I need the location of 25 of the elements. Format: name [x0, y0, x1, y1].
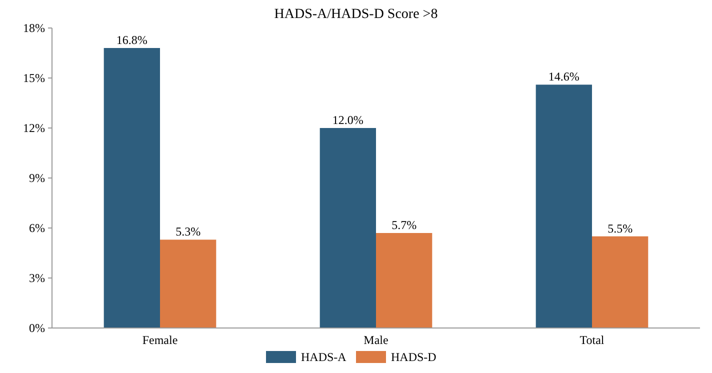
bar: [536, 84, 592, 328]
bar: [160, 240, 216, 328]
data-label: 5.3%: [176, 224, 201, 239]
y-tick-label: 12%: [23, 121, 45, 136]
bar: [592, 236, 648, 328]
y-tick-label: 3%: [29, 271, 45, 286]
data-label: 16.8%: [116, 33, 148, 47]
y-tick-label: 6%: [29, 221, 45, 236]
legend-label: HADS-D: [391, 350, 437, 364]
x-tick-label: Female: [142, 333, 178, 347]
y-tick-label: 15%: [23, 71, 45, 86]
bar: [104, 48, 160, 328]
y-tick-label: 9%: [29, 171, 45, 186]
y-tick-label: 0%: [29, 321, 45, 336]
legend-label: HADS-A: [301, 350, 347, 364]
bar: [320, 128, 376, 328]
data-label: 12.0%: [332, 113, 364, 127]
chart-title: HADS-A/HADS-D Score >8: [274, 7, 438, 22]
x-tick-label: Male: [364, 333, 388, 347]
y-tick-label: 18%: [23, 21, 45, 36]
bar: [376, 233, 432, 328]
data-label: 5.7%: [392, 218, 417, 232]
data-label: 14.6%: [548, 70, 580, 84]
x-tick-label: Total: [580, 333, 605, 347]
data-label: 5.5%: [608, 221, 633, 236]
